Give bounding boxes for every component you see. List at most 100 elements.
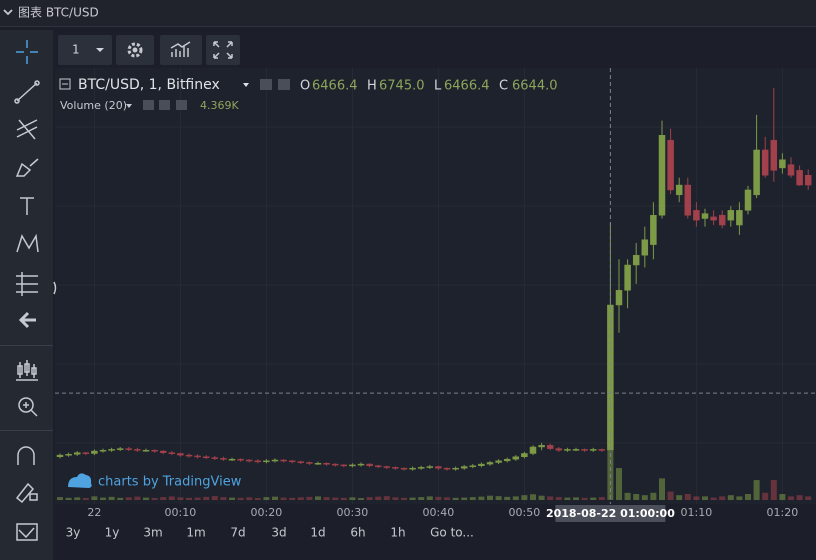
legend-button[interactable]	[176, 100, 187, 110]
candle-body	[460, 466, 468, 469]
volume-bar	[211, 496, 218, 500]
chart-toolbar: 1	[58, 35, 240, 65]
candle-body	[555, 448, 563, 451]
interval-button[interactable]	[58, 35, 112, 65]
panel-handle[interactable]	[53, 281, 57, 295]
candle-body	[263, 460, 270, 463]
indicators-button[interactable]	[160, 35, 202, 65]
volume-bar	[272, 496, 278, 500]
lock-tool[interactable]	[15, 482, 38, 504]
range-button[interactable]: 1h	[390, 526, 405, 540]
range-button[interactable]: 1y	[105, 526, 120, 540]
volume-bar	[530, 494, 536, 500]
legend-button[interactable]	[143, 100, 154, 110]
volume-bar	[745, 493, 751, 500]
volume-bar	[203, 496, 210, 500]
volume-bar	[469, 497, 476, 500]
line-tool[interactable]	[14, 80, 40, 104]
candle-body	[796, 170, 803, 186]
range-button[interactable]: 1d	[310, 526, 325, 540]
volume-bar	[418, 497, 425, 500]
legend-button[interactable]	[260, 79, 272, 90]
volume-bar	[461, 497, 468, 500]
remove-tool[interactable]	[18, 311, 36, 329]
range-button[interactable]: 1m	[186, 526, 205, 540]
volume-bar	[340, 497, 347, 500]
volume-bar	[770, 480, 777, 500]
indicators-icon	[170, 41, 191, 57]
candle-body	[744, 189, 752, 211]
legend-button[interactable]	[159, 100, 170, 110]
measure-tool[interactable]	[16, 360, 38, 381]
candle-body	[254, 460, 262, 463]
x-tick-label: 00:30	[337, 506, 369, 519]
range-button[interactable]: 7d	[230, 526, 245, 540]
chart-area	[55, 68, 816, 504]
range-button[interactable]: 3m	[143, 526, 162, 540]
fullscreen-icon	[213, 41, 233, 59]
candle-body	[56, 454, 64, 458]
text-tool[interactable]	[20, 197, 34, 215]
candle-body	[314, 463, 322, 465]
collapse-icon[interactable]	[3, 9, 13, 16]
candle-body	[581, 449, 588, 451]
candle-body	[228, 458, 236, 461]
collapse-legend[interactable]	[59, 78, 71, 90]
volume-bar	[487, 495, 493, 500]
candle-body	[718, 214, 726, 226]
candle-body	[134, 449, 141, 451]
watermark[interactable]: charts by TradingView	[98, 475, 242, 490]
crosshair-tool[interactable]	[16, 40, 38, 64]
volume-bar	[521, 495, 528, 500]
candle-body	[675, 184, 683, 196]
fullscreen-button[interactable]	[206, 35, 240, 65]
candle-body	[503, 458, 511, 462]
volume-bar	[306, 496, 313, 500]
open-value: 6466.4	[312, 79, 358, 94]
volume-bar	[323, 497, 330, 500]
candle-body	[331, 463, 339, 466]
volume-bar	[82, 498, 89, 500]
candle-body	[435, 466, 442, 469]
candle-body	[116, 448, 124, 450]
range-button[interactable]: 3d	[271, 526, 286, 540]
magnet-tool[interactable]	[17, 446, 35, 465]
candle-body	[538, 445, 545, 448]
candle-body	[142, 449, 150, 452]
dropdown-arrow	[96, 48, 104, 52]
volume-bar	[383, 496, 390, 500]
prediction-tool[interactable]	[16, 272, 38, 296]
separator	[0, 430, 53, 431]
fib-tool[interactable]	[16, 119, 38, 140]
volume-bar	[186, 497, 192, 500]
candle-body	[280, 459, 287, 462]
pattern-tool[interactable]	[16, 233, 39, 253]
volume-bar	[349, 497, 356, 500]
range-button[interactable]: 6h	[350, 526, 365, 540]
range-button[interactable]: Go to...	[430, 526, 474, 540]
candle-body	[804, 175, 812, 186]
range-button[interactable]: 3y	[66, 526, 81, 540]
candle-body	[684, 184, 692, 216]
candle-body	[521, 453, 528, 458]
x-tick-label: 01:10	[681, 506, 713, 519]
tradingview-logo[interactable]	[68, 473, 92, 488]
volume-value: 4.369K	[200, 99, 239, 112]
volume-bar	[650, 492, 657, 500]
volume-bar	[358, 498, 364, 500]
volume-bar	[143, 497, 149, 500]
brush-tool[interactable]	[15, 158, 39, 177]
volume-bar	[263, 497, 270, 500]
candle-body	[91, 450, 98, 454]
legend-button[interactable]	[278, 79, 290, 90]
zoom-tool[interactable]	[18, 397, 38, 417]
candle-body	[564, 449, 571, 451]
hide-tool[interactable]	[16, 523, 38, 541]
volume-bar	[719, 496, 726, 500]
low-key: L	[434, 79, 442, 94]
symbol-label[interactable]: BTC/USD, 1, Bitfinex	[78, 77, 220, 93]
volume-bar	[624, 492, 631, 500]
volume-label[interactable]: Volume (20)	[60, 99, 127, 112]
candle-body	[452, 467, 459, 470]
candle-body	[374, 465, 382, 467]
